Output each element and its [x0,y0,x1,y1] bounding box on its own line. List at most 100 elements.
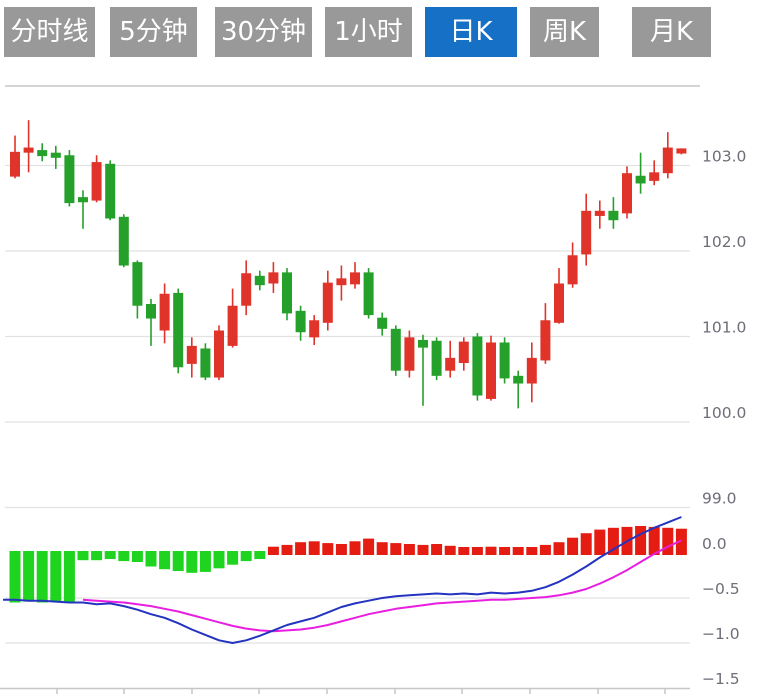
candle-body [241,273,252,306]
macd-bar-up [567,537,579,555]
macd-bar-up [376,542,388,555]
macd-bar-down [159,551,171,570]
macd-bar-up [403,544,415,555]
candle-body [64,155,75,204]
macd-histogram-layer [9,526,687,603]
macd-bar-up [390,543,402,555]
tab-30min[interactable]: 30分钟 [215,7,312,57]
macd-bar-up [417,544,429,555]
macd-bar-down [145,551,157,567]
macd-bar-up [363,538,375,555]
macd-bar-up [635,526,647,555]
candle-body [268,272,279,284]
macd-lines-layer [3,516,682,644]
macd-bar-up [539,544,551,555]
candle-body [105,163,116,219]
candle-body [227,305,238,346]
macd-axis-label: −1.0 [702,625,740,643]
candle-body [608,210,619,221]
candle-body [431,340,442,376]
macd-bar-up [431,544,443,555]
macd-bar-down [118,551,130,562]
candle-body [173,292,184,368]
tab-weekly-k[interactable]: 周K [530,7,599,57]
tab-minute-line[interactable]: 分时线 [4,7,95,57]
macd-bar-up [295,542,307,555]
candle-body [445,357,456,371]
macd-bar-up [553,542,565,555]
macd-bar-up [594,529,606,555]
candle-body [676,148,687,154]
candle-body [309,320,320,338]
macd-bar-down [77,551,89,561]
macd-bar-up [675,528,687,555]
macd-bar-up [267,546,279,555]
candle-body [526,357,537,384]
macd-bar-down [23,551,35,602]
macd-bar-down [213,551,225,569]
candle-body [10,151,20,177]
candle-body [554,283,564,323]
macd-bar-down [104,551,116,559]
macd-bar-up [471,547,483,555]
macd-bar-down [172,551,184,571]
macd-bar-down [63,551,75,603]
macd-bar-down [131,551,143,562]
price-axis-label: 100.0 [702,404,746,422]
macd-bar-up [322,543,334,555]
candle-body [390,328,401,371]
candle-body [322,282,333,323]
candle-body [486,342,496,399]
macd-bar-down [36,551,48,603]
macd-bar-up [499,547,511,555]
candle-body [214,330,224,378]
macd-axis-label: −0.5 [702,580,740,598]
price-axis-label: 102.0 [702,233,746,251]
candle-body [23,147,34,153]
macd-bar-down [91,551,103,561]
candle-body [350,272,360,285]
tab-monthly-k[interactable]: 月K [632,7,711,57]
dea-line [82,539,682,633]
macd-bar-up [662,527,674,555]
candle-body [146,304,156,319]
candle-body [363,272,374,316]
macd-bar-up [607,527,619,555]
candle-body [622,173,632,214]
candle-body [418,339,428,348]
candle-body [118,216,129,266]
candle-body [649,172,660,181]
macd-bar-down [186,551,198,573]
candle-body [377,317,388,329]
tab-5min[interactable]: 5分钟 [110,7,197,57]
macd-bar-up [335,544,347,555]
candle-body [282,272,292,314]
candle-body [472,336,483,396]
candle-body [404,337,415,371]
candle-body [336,278,347,286]
price-axis-label: 103.0 [702,148,746,166]
candle-body [37,150,48,157]
price-axis-label: 101.0 [702,319,746,337]
candle-body [662,147,673,174]
tab-1hour[interactable]: 1小时 [325,7,412,57]
candle-body [186,345,197,364]
candle-body [635,175,646,184]
candle-body [513,375,524,384]
candle-body [540,320,551,361]
macd-bar-up [512,547,524,555]
candle-body [132,262,143,306]
dif-line [3,516,682,644]
macd-bar-up [444,545,456,555]
candlestick-layer [10,120,687,409]
candle-body [254,275,265,286]
candle-body [50,152,61,158]
tab-daily-k[interactable]: 日K [425,7,517,57]
macd-bar-up [485,546,497,555]
candle-body [295,310,306,333]
candle-body [499,342,510,379]
macd-bar-up [281,544,293,555]
axis-labels: 103.0 102.0 101.0 100.0 99.0 0.0 −0.5 −1.0 −1.5 [702,148,746,689]
